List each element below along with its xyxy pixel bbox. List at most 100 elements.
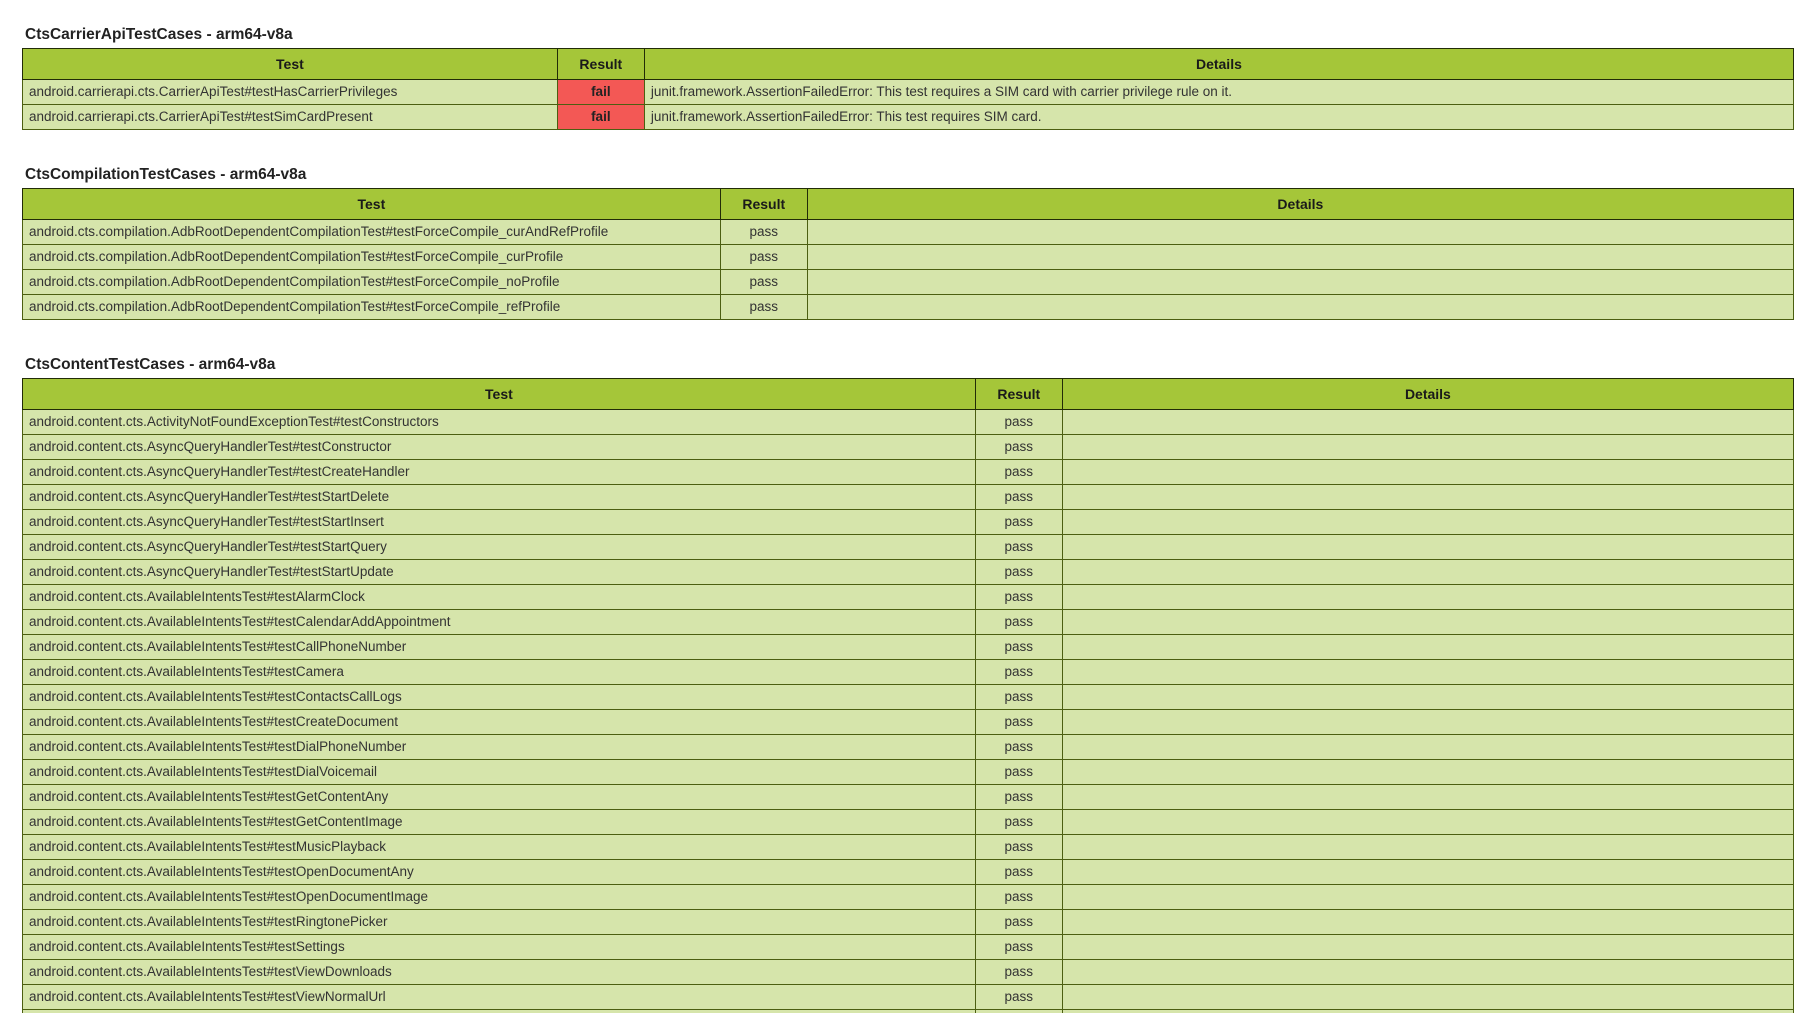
result-cell: pass [974, 709, 1063, 735]
table-row: android.content.cts.AvailableIntentsTest… [22, 784, 1795, 810]
column-header-result: Result [719, 188, 808, 220]
details-cell [1061, 584, 1795, 610]
details-cell [1061, 459, 1795, 485]
column-header-details: Details [806, 188, 1795, 220]
table-row: android.content.cts.AvailableIntentsTest… [22, 709, 1795, 735]
result-cell: pass [974, 634, 1063, 660]
test-name-cell: android.carrierapi.cts.CarrierApiTest#te… [22, 104, 558, 130]
details-cell [1061, 484, 1795, 510]
test-name-cell: android.content.cts.AvailableIntentsTest… [22, 584, 976, 610]
result-cell: pass [974, 509, 1063, 535]
table-body: android.content.cts.ActivityNotFoundExce… [22, 409, 1795, 1013]
table-row: android.content.cts.AsyncQueryHandlerTes… [22, 484, 1795, 510]
test-name-cell: android.content.cts.AvailableIntentsTest… [22, 834, 976, 860]
table-row: android.content.cts.AvailableIntentsTest… [22, 959, 1795, 985]
result-cell: pass [974, 684, 1063, 710]
details-cell [1061, 434, 1795, 460]
test-name-cell: android.content.cts.AvailableIntentsTest… [22, 859, 976, 885]
details-cell [1061, 984, 1795, 1010]
details-cell [1061, 709, 1795, 735]
section-title: CtsCarrierApiTestCases - arm64-v8a [25, 26, 293, 43]
result-cell: pass [974, 434, 1063, 460]
table-row: android.content.cts.AvailableIntentsTest… [22, 984, 1795, 1010]
result-cell: pass [974, 909, 1063, 935]
test-name-cell: android.content.cts.AvailableIntentsTest… [22, 984, 976, 1010]
test-module-section: CtsCarrierApiTestCases - arm64-v8a Test … [22, 26, 1795, 130]
details-cell [1061, 634, 1795, 660]
test-name-cell: android.content.cts.AvailableIntentsTest… [22, 684, 976, 710]
result-cell: pass [974, 459, 1063, 485]
details-cell [1061, 809, 1795, 835]
result-cell: pass [974, 884, 1063, 910]
table-body: android.cts.compilation.AdbRootDependent… [22, 219, 1795, 320]
details-cell [1061, 934, 1795, 960]
test-name-cell: android.content.cts.AvailableIntentsTest… [22, 734, 976, 760]
table-row: android.carrierapi.cts.CarrierApiTest#te… [22, 79, 1795, 105]
result-cell: pass [974, 734, 1063, 760]
result-cell: pass [974, 859, 1063, 885]
table-row: android.content.cts.AsyncQueryHandlerTes… [22, 534, 1795, 560]
result-cell: pass [719, 269, 808, 295]
test-name-cell: android.content.cts.AvailableIntentsTest… [22, 1009, 976, 1013]
result-cell: pass [974, 959, 1063, 985]
column-header-result: Result [974, 378, 1063, 410]
table-row: android.cts.compilation.AdbRootDependent… [22, 219, 1795, 245]
test-name-cell: android.cts.compilation.AdbRootDependent… [22, 219, 721, 245]
test-name-cell: android.content.cts.AvailableIntentsTest… [22, 784, 976, 810]
table-row: android.content.cts.AsyncQueryHandlerTes… [22, 509, 1795, 535]
details-cell [806, 244, 1795, 270]
table-row: android.cts.compilation.AdbRootDependent… [22, 294, 1795, 320]
details-cell [1061, 684, 1795, 710]
details-cell: junit.framework.AssertionFailedError: Th… [643, 79, 1795, 105]
results-table: Test Result Details android.cts.compilat… [22, 188, 1795, 320]
details-cell [806, 219, 1795, 245]
result-cell: pass [974, 934, 1063, 960]
table-row: android.carrierapi.cts.CarrierApiTest#te… [22, 104, 1795, 130]
table-row: android.content.cts.AvailableIntentsTest… [22, 759, 1795, 785]
details-cell [1061, 759, 1795, 785]
table-row: android.cts.compilation.AdbRootDependent… [22, 244, 1795, 270]
table-row: android.content.cts.AsyncQueryHandlerTes… [22, 559, 1795, 585]
result-cell: fail [556, 104, 645, 130]
column-header-result: Result [556, 48, 645, 80]
test-name-cell: android.content.cts.AvailableIntentsTest… [22, 809, 976, 835]
test-module-section: CtsContentTestCases - arm64-v8a Test Res… [22, 356, 1795, 1013]
table-row: android.content.cts.AvailableIntentsTest… [22, 584, 1795, 610]
test-name-cell: android.content.cts.AvailableIntentsTest… [22, 959, 976, 985]
details-cell [1061, 909, 1795, 935]
details-cell [806, 294, 1795, 320]
result-cell: pass [974, 784, 1063, 810]
test-name-cell: android.cts.compilation.AdbRootDependent… [22, 294, 721, 320]
column-header-test: Test [22, 378, 976, 410]
table-row: android.content.cts.AvailableIntentsTest… [22, 909, 1795, 935]
details-cell [1061, 1009, 1795, 1013]
result-cell: fail [556, 79, 645, 105]
test-name-cell: android.carrierapi.cts.CarrierApiTest#te… [22, 79, 558, 105]
details-cell [1061, 859, 1795, 885]
test-name-cell: android.content.cts.AvailableIntentsTest… [22, 634, 976, 660]
details-cell [1061, 834, 1795, 860]
result-cell: pass [974, 609, 1063, 635]
column-header-test: Test [22, 48, 558, 80]
table-row: android.content.cts.ActivityNotFoundExce… [22, 409, 1795, 435]
details-cell [1061, 734, 1795, 760]
result-cell: pass [974, 834, 1063, 860]
column-header-details: Details [1061, 378, 1795, 410]
result-cell: pass [974, 1009, 1063, 1013]
details-cell [1061, 509, 1795, 535]
table-row: android.content.cts.AsyncQueryHandlerTes… [22, 434, 1795, 460]
test-name-cell: android.content.cts.AvailableIntentsTest… [22, 759, 976, 785]
details-cell [1061, 409, 1795, 435]
details-cell [806, 269, 1795, 295]
details-cell [1061, 959, 1795, 985]
result-cell: pass [974, 484, 1063, 510]
results-table: Test Result Details android.content.cts.… [22, 378, 1795, 1013]
table-row: android.content.cts.AvailableIntentsTest… [22, 934, 1795, 960]
table-row: android.content.cts.AvailableIntentsTest… [22, 884, 1795, 910]
table-header-row: Test Result Details [22, 188, 1795, 220]
test-name-cell: android.content.cts.AvailableIntentsTest… [22, 934, 976, 960]
result-cell: pass [974, 559, 1063, 585]
result-cell: pass [974, 659, 1063, 685]
details-cell [1061, 659, 1795, 685]
details-cell [1061, 884, 1795, 910]
